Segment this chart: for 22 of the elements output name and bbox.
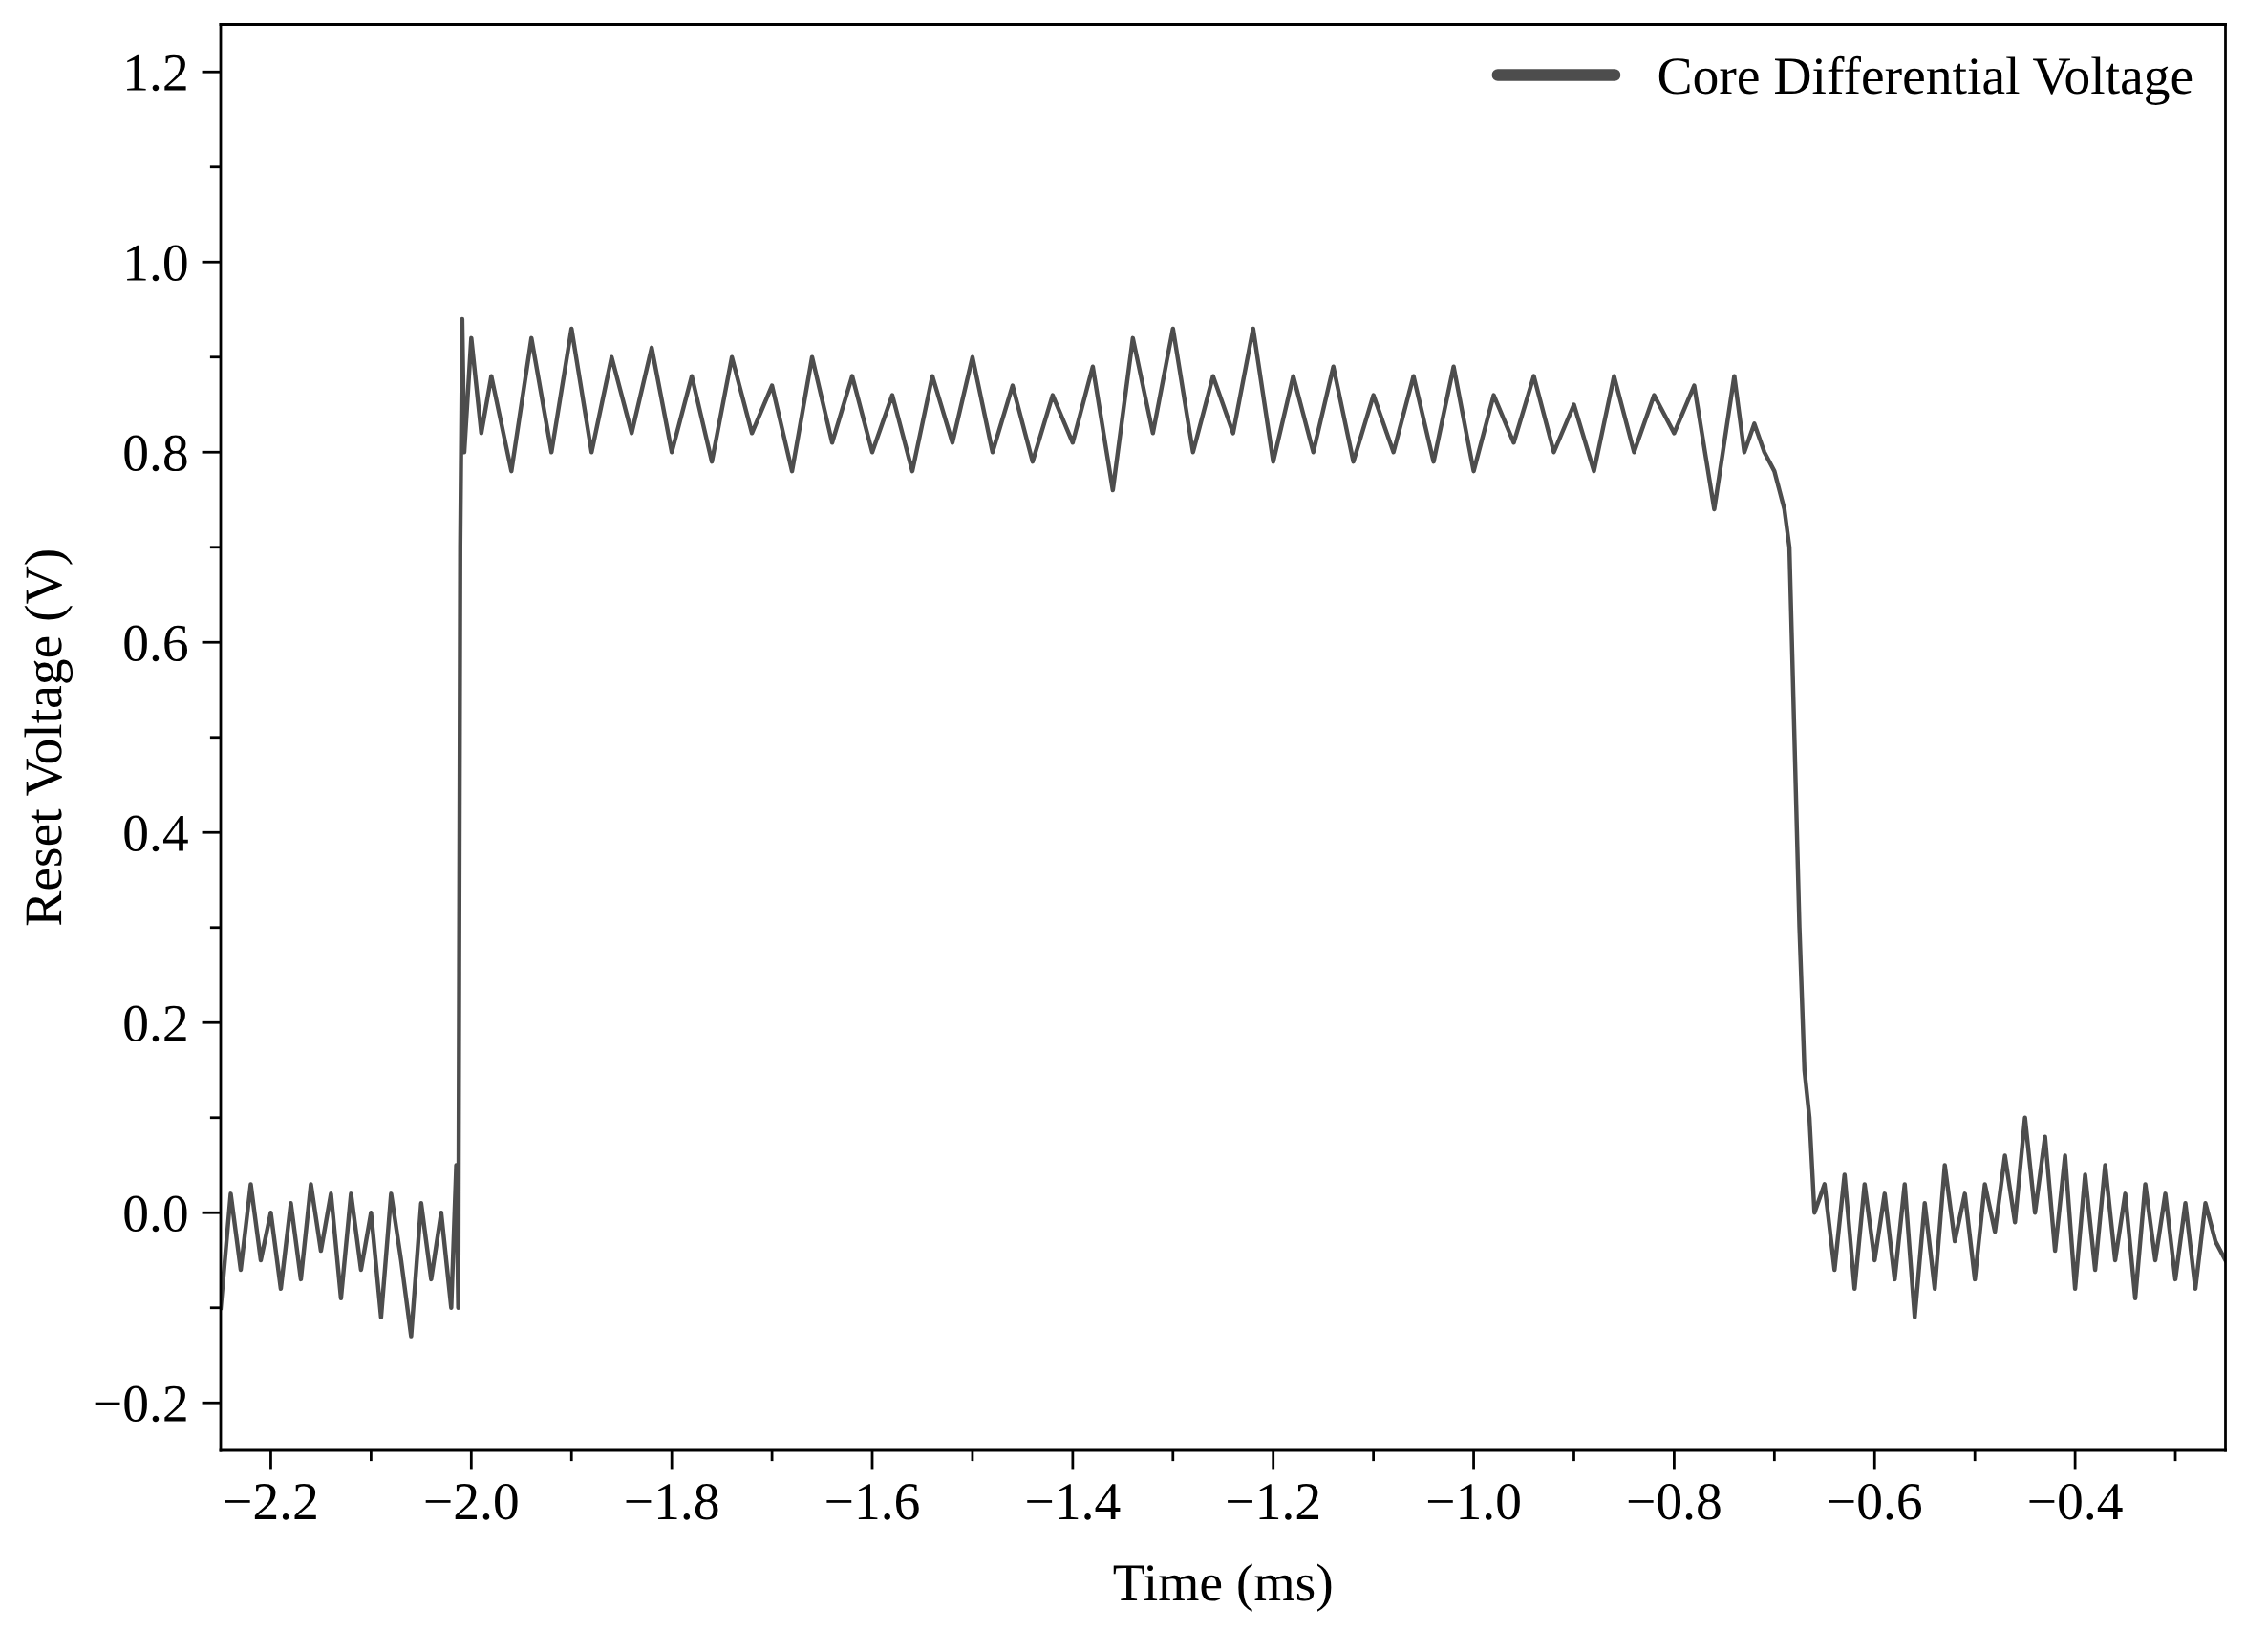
x-tick-label: −2.0	[425, 1483, 518, 1520]
x-tick-label: −1.0	[1427, 1483, 1520, 1520]
y-tick-label: 1.0	[127, 245, 187, 282]
x-tick-label: −1.2	[1228, 1484, 1319, 1520]
y-tick-label: −0.2	[95, 1385, 186, 1423]
line-series	[221, 316, 2226, 1339]
x-tick-label: −1.4	[1027, 1484, 1121, 1520]
y-axis-title: Reset Voltage (V)	[24, 550, 74, 926]
y-tick-label: 0.4	[124, 815, 188, 852]
y-tick-label: 0.2	[124, 1005, 186, 1042]
x-tick-label: −0.6	[1829, 1483, 1921, 1520]
y-tick-label: 1.2	[127, 54, 186, 92]
y-tick-label: 0.6	[124, 625, 188, 662]
legend-label: Core Differential Voltage	[1658, 55, 2193, 105]
x-tick-label: −0.4	[2029, 1483, 2123, 1520]
x-tick-label: −2.2	[225, 1484, 316, 1520]
x-axis-title: Time (ms)	[1113, 1563, 1332, 1612]
x-tick-label: −0.8	[1628, 1483, 1721, 1520]
y-tick-label: 0.8	[124, 435, 187, 472]
y-tick-label: 0.0	[124, 1195, 187, 1233]
x-tick-label: −1.8	[626, 1483, 718, 1520]
x-tick-label: −1.6	[826, 1484, 919, 1520]
